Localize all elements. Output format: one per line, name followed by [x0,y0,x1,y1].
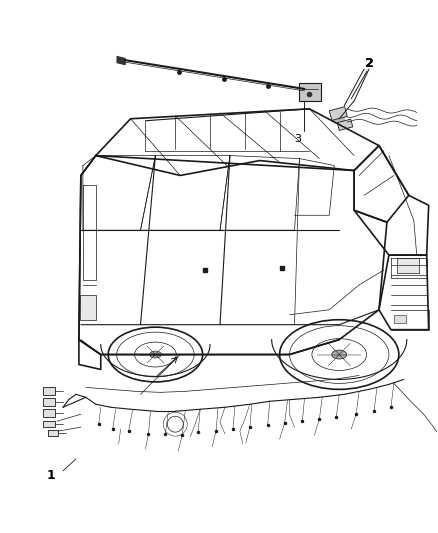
Text: 2: 2 [365,56,374,70]
Bar [329,107,347,120]
Ellipse shape [149,351,161,358]
Ellipse shape [332,350,347,359]
Text: 3: 3 [294,134,301,144]
Text: 1: 1 [47,470,56,482]
Bar [397,258,419,273]
Bar [394,315,406,322]
Bar [43,409,55,417]
Bar [80,295,96,320]
Bar [337,119,353,131]
Bar [43,398,55,406]
Bar [300,83,321,101]
Bar [48,430,58,436]
Bar [43,421,55,427]
Text: 2: 2 [365,56,374,70]
Bar [43,387,55,395]
